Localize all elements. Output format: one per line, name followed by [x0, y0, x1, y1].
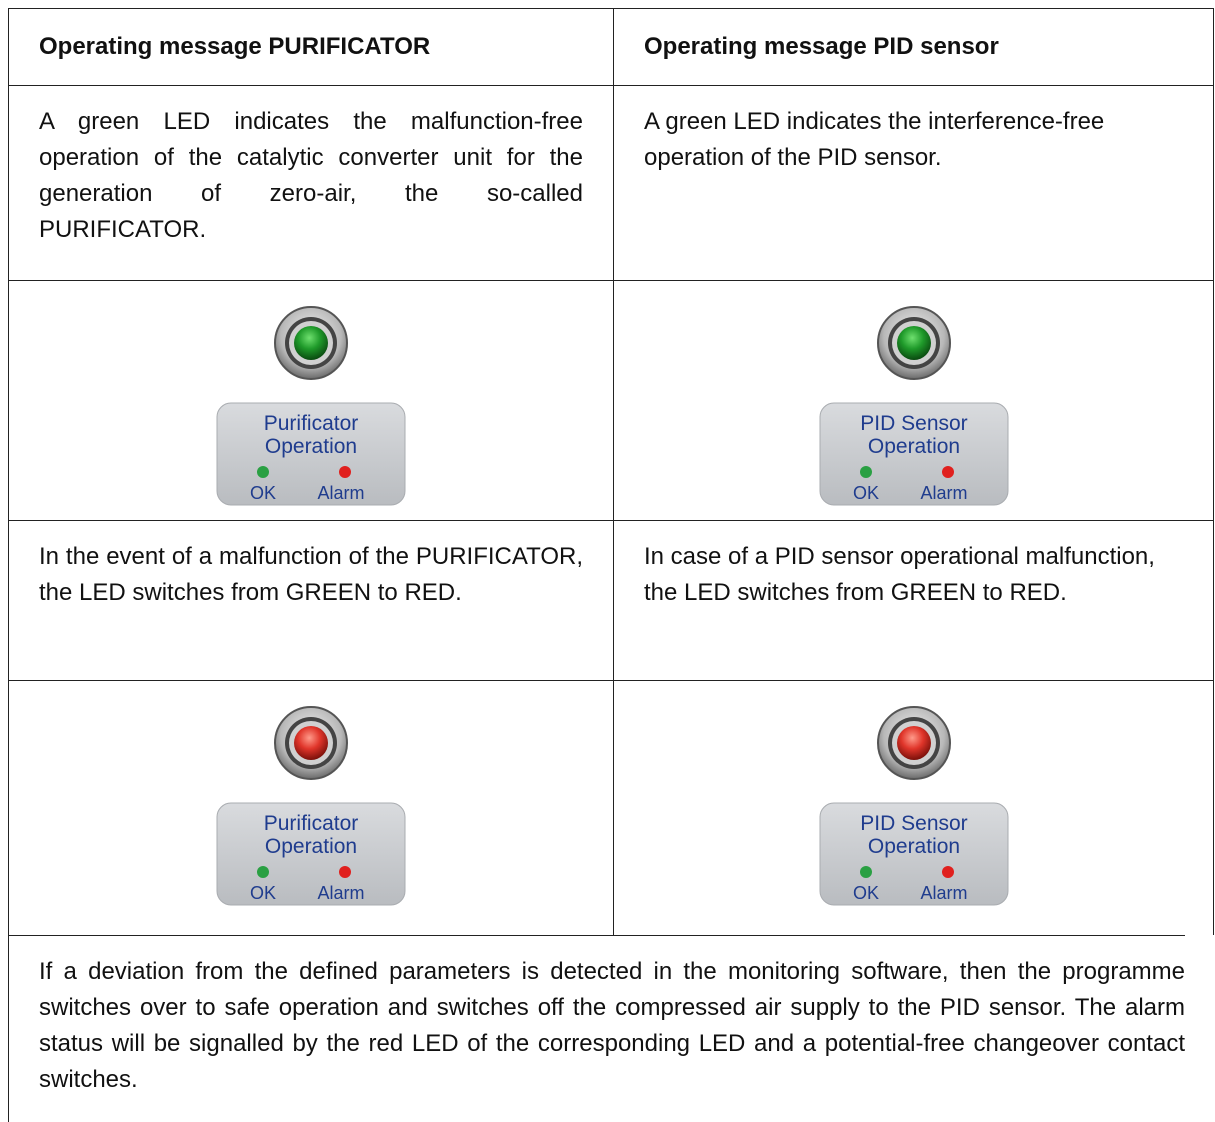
alarm-dot	[339, 866, 351, 878]
image-cell: Purificator Operation OK Alarm	[8, 680, 613, 935]
led	[294, 326, 328, 360]
ok-dot	[257, 466, 269, 478]
label-plate	[216, 802, 406, 906]
alarm-label: Alarm	[317, 883, 364, 903]
label-plate	[216, 402, 406, 506]
alarm-dot	[941, 466, 954, 478]
panel-title: PID Sensor	[860, 812, 967, 835]
ok-dot	[859, 466, 872, 478]
ok-label: OK	[852, 483, 878, 503]
header: Operating message PURIFICATOR	[39, 33, 431, 60]
panel-title: Operation	[867, 435, 959, 458]
text-cell: In case of a PID sensor operational malf…	[613, 520, 1214, 680]
alarm-dot	[941, 866, 954, 878]
ok-label: OK	[250, 883, 276, 903]
ok-dot	[257, 866, 269, 878]
ok-label: OK	[852, 883, 878, 903]
panel-title: Operation	[265, 835, 357, 858]
led	[896, 726, 931, 760]
header-cell: Operating message PURIFICATOR	[8, 8, 613, 85]
image-cell: PID Sensor Operation OK Alarm	[613, 280, 1214, 520]
text-cell: A green LED indicates the malfunction-fr…	[8, 85, 613, 280]
led	[294, 726, 328, 760]
label-plate	[819, 802, 1008, 906]
panel-title: Purificator	[264, 812, 359, 835]
panel-title: Operation	[265, 435, 357, 458]
alarm-dot	[339, 466, 351, 478]
panel-title: Purificator	[264, 412, 359, 435]
text-cell: A green LED indicates the interference-f…	[613, 85, 1214, 280]
header: Operating message PID sensor	[644, 33, 999, 60]
text-cell: In the event of a malfunction of the PUR…	[8, 520, 613, 680]
panel-title: Operation	[867, 835, 959, 858]
image-cell: Purificator Operation OK Alarm	[8, 280, 613, 520]
footer-cell: If a deviation from the defined paramete…	[8, 935, 1185, 1122]
alarm-label: Alarm	[920, 883, 967, 903]
header-cell: Operating message PID sensor	[613, 8, 1214, 85]
label-plate	[819, 402, 1008, 506]
led	[896, 326, 931, 360]
alarm-label: Alarm	[920, 483, 967, 503]
alarm-label: Alarm	[317, 483, 364, 503]
panel-title: PID Sensor	[860, 412, 967, 435]
ok-label: OK	[250, 483, 276, 503]
ok-dot	[859, 866, 872, 878]
image-cell: PID Sensor Operation OK Alarm	[613, 680, 1214, 935]
